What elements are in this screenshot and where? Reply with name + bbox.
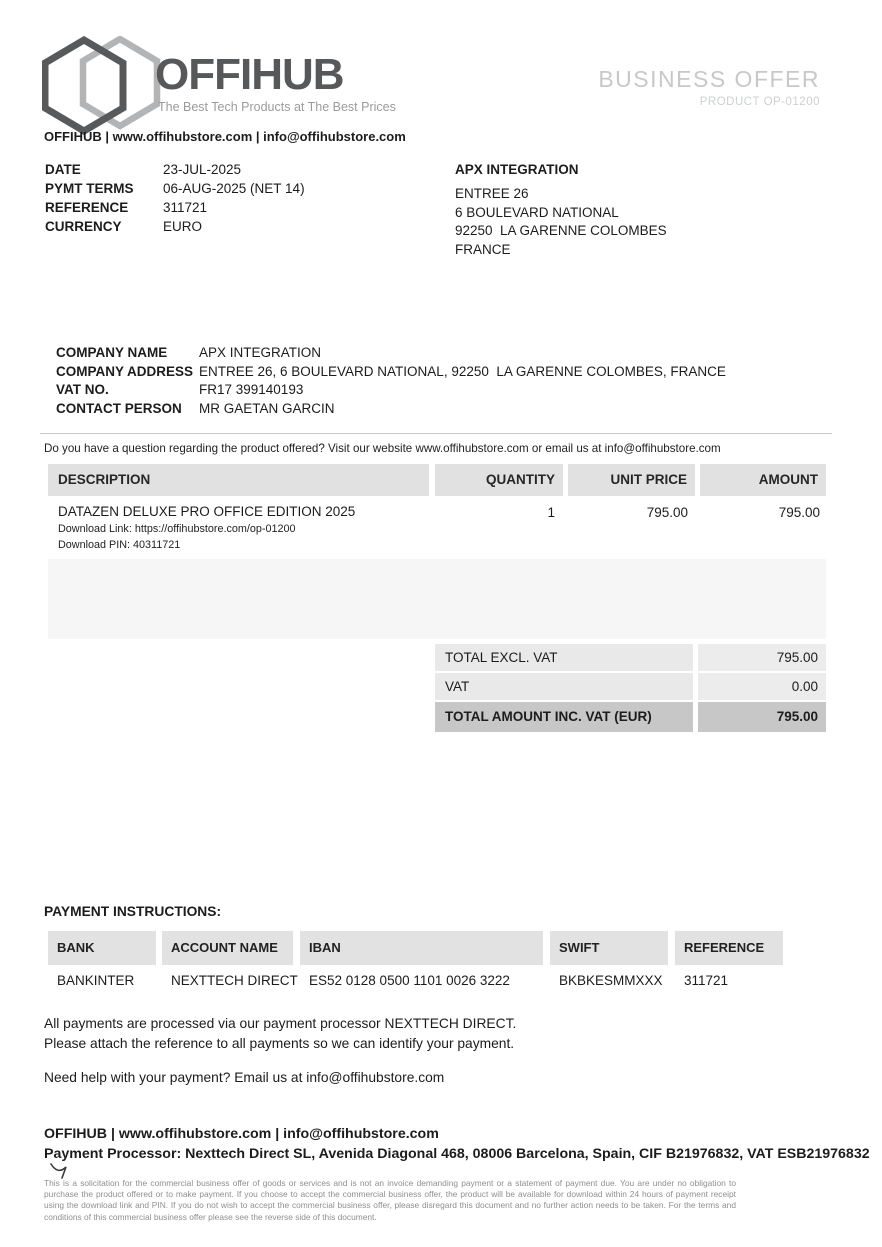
company-row-address: COMPANY ADDRESS ENTREE 26, 6 BOULEVARD N… — [56, 363, 726, 382]
meta-label: CURRENCY — [45, 219, 122, 234]
company-detail-label: COMPANY NAME — [56, 345, 168, 360]
item-download-link: Download Link: https://offihubstore.com/… — [58, 523, 296, 535]
company-detail-label: COMPANY ADDRESS — [56, 363, 194, 379]
meta-value: 06-AUG-2025 (NET 14) — [163, 181, 305, 196]
payment-help-line: Need help with your payment? Email us at… — [44, 1070, 445, 1085]
hexagons-logo-icon — [42, 36, 161, 136]
payment-header-iban: IBAN — [300, 931, 543, 965]
company-row-contact: CONTACT PERSON MR GAETAN GARCIN — [56, 400, 726, 419]
item-quantity: 1 — [547, 505, 555, 520]
vat-value: 0.00 — [698, 673, 826, 700]
footer-processor-line: Payment Processor: Nexttech Direct SL, A… — [44, 1146, 882, 1181]
column-header-amount: AMOUNT — [700, 464, 826, 496]
address-line: 92250 LA GARENNE COLOMBES — [455, 223, 667, 238]
payment-header-account-name: ACCOUNT NAME — [162, 931, 293, 965]
total-inc-vat-label: TOTAL AMOUNT INC. VAT (EUR) — [435, 702, 693, 732]
meta-label: REFERENCE — [45, 200, 129, 215]
brand-wordmark: OFFIHUB — [155, 50, 345, 99]
meta-label: DATE — [45, 162, 81, 177]
brand-contact-line: OFFIHUB | www.offihubstore.com | info@of… — [44, 129, 406, 144]
meta-value: 311721 — [163, 200, 208, 215]
column-header-description: DESCRIPTION — [48, 464, 429, 496]
item-amount: 795.00 — [778, 505, 820, 520]
company-details-block: COMPANY NAME APX INTEGRATION COMPANY ADD… — [56, 344, 726, 419]
brand-tagline: The Best Tech Products at The Best Price… — [158, 100, 396, 114]
offer-header: BUSINESS OFFER PRODUCT OP-01200 — [540, 66, 820, 108]
payment-instructions-title: PAYMENT INSTRUCTIONS: — [44, 904, 222, 919]
payment-iban-value: ES52 0128 0500 1101 0026 3222 — [309, 973, 510, 988]
payment-note-line: Please attach the reference to all payme… — [44, 1035, 515, 1051]
company-detail-label: CONTACT PERSON — [56, 401, 182, 417]
meta-row-currency: CURRENCY EURO — [45, 217, 305, 236]
total-excl-vat-value: 795.00 — [698, 644, 826, 671]
meta-row-payment-terms: PYMT TERMS 06-AUG-2025 (NET 14) — [45, 179, 305, 198]
item-unit-price: 795.00 — [646, 505, 688, 520]
company-detail-value: FR17 399140193 — [199, 382, 304, 398]
footer-contact-line: OFFIHUB | www.offihubstore.com | info@of… — [44, 1126, 439, 1142]
vat-label: VAT — [435, 673, 693, 700]
payment-header-swift: SWIFT — [550, 931, 668, 965]
offer-product-code: PRODUCT OP-01200 — [699, 96, 820, 108]
fine-print-disclaimer: This is a solicitation for the commercia… — [44, 1178, 736, 1222]
payment-notes: All payments are processed via our payme… — [44, 1014, 516, 1053]
payment-header-reference: REFERENCE — [675, 931, 783, 965]
company-detail-value: APX INTEGRATION — [199, 345, 322, 360]
meta-row-date: DATE 23-JUL-2025 — [45, 160, 305, 179]
item-description: DATAZEN DELUXE PRO OFFICE EDITION 2025 — [58, 504, 356, 519]
empty-table-rows-area — [48, 559, 826, 639]
question-line: Do you have a question regarding the pro… — [44, 442, 721, 455]
payment-note-line: All payments are processed via our payme… — [44, 1016, 517, 1031]
customer-address: ENTREE 26 6 BOULEVARD NATIONAL 92250 LA … — [455, 185, 667, 259]
customer-address-block: APX INTEGRATION ENTREE 26 6 BOULEVARD NA… — [455, 162, 667, 259]
column-header-unit-price: UNIT PRICE — [568, 464, 695, 496]
offer-meta: DATE 23-JUL-2025 PYMT TERMS 06-AUG-2025 … — [45, 160, 305, 236]
company-detail-value: MR GAETAN GARCIN — [199, 401, 335, 417]
address-line: ENTREE 26 — [455, 186, 529, 201]
footer-processor-text: Payment Processor: Nexttech Direct SL, A… — [44, 1146, 870, 1162]
meta-row-reference: REFERENCE 311721 — [45, 198, 305, 217]
company-row-vat: VAT NO. FR17 399140193 — [56, 381, 726, 400]
meta-value: EURO — [163, 219, 203, 234]
address-line: 6 BOULEVARD NATIONAL — [455, 204, 619, 220]
column-header-quantity: QUANTITY — [435, 464, 563, 496]
meta-label: PYMT TERMS — [45, 181, 134, 196]
item-download-pin: Download PIN: 40311721 — [58, 539, 181, 551]
payment-swift-value: BKBKESMMXXX — [559, 973, 663, 988]
meta-value: 23-JUL-2025 — [163, 162, 242, 177]
company-row-name: COMPANY NAME APX INTEGRATION — [56, 344, 726, 363]
company-detail-value: ENTREE 26, 6 BOULEVARD NATIONAL, 92250 L… — [199, 363, 726, 379]
total-excl-vat-label: TOTAL EXCL. VAT — [435, 644, 693, 671]
company-detail-label: VAT NO. — [56, 382, 109, 398]
payment-bank-value: BANKINTER — [57, 973, 135, 988]
payment-header-bank: BANK — [48, 931, 156, 965]
payment-reference-value: 311721 — [684, 973, 729, 988]
total-inc-vat-value: 795.00 — [698, 702, 826, 732]
customer-name: APX INTEGRATION — [455, 162, 579, 177]
address-line: FRANCE — [455, 241, 511, 257]
handwritten-pen-mark-icon — [50, 1163, 67, 1179]
offer-title: BUSINESS OFFER — [598, 66, 820, 92]
payment-account-name-value: NEXTTECH DIRECT — [171, 973, 298, 988]
section-divider — [40, 433, 832, 434]
